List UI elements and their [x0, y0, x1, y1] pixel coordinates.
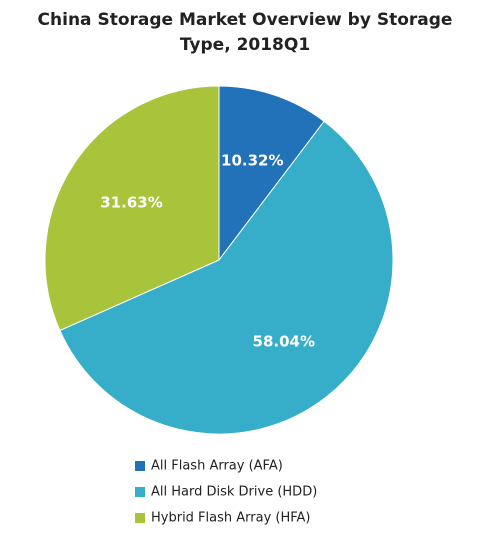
chart-title: China Storage Market Overview by Storage…: [37, 10, 453, 55]
pie-slice: [44, 85, 220, 332]
legend-label: All Flash Array (AFA): [151, 459, 283, 474]
value-label: 58.04%: [253, 332, 315, 350]
value-label: 10.32%: [221, 152, 283, 170]
legend-swatch: [135, 513, 145, 523]
pie-slice: [218, 85, 325, 262]
legend-label: Hybrid Flash Array (HFA): [151, 511, 311, 526]
value-label: 31.63%: [100, 194, 162, 212]
pie-slice: [59, 120, 394, 435]
legend-swatch: [135, 461, 145, 471]
legend-label: All Hard Disk Drive (HDD): [151, 485, 317, 500]
legend-swatch: [135, 487, 145, 497]
